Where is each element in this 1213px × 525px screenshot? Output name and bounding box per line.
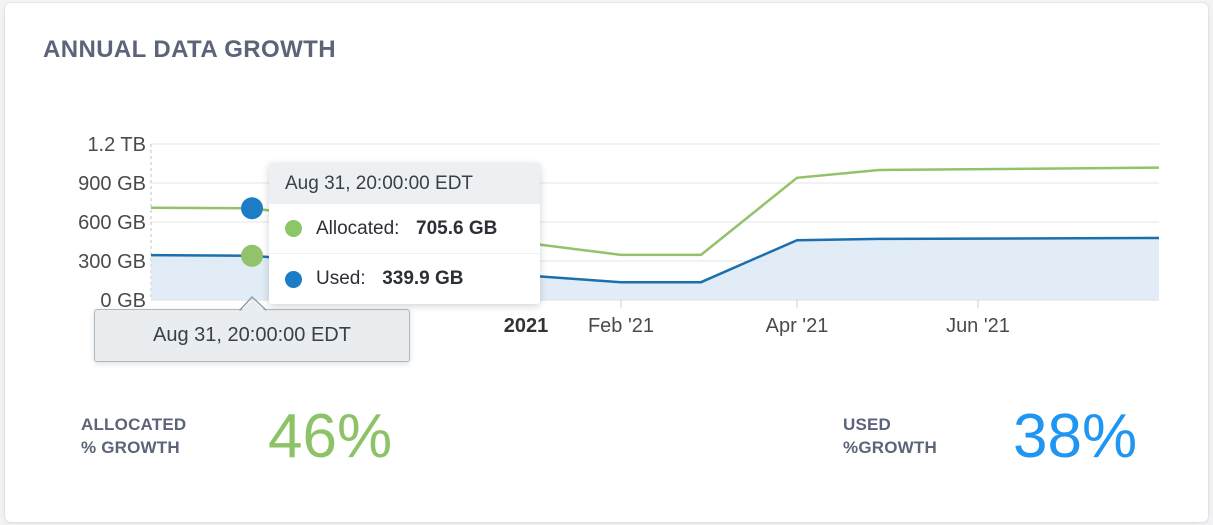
svg-text:300 GB: 300 GB <box>78 251 146 273</box>
svg-text:600 GB: 600 GB <box>78 212 146 234</box>
svg-text:1.2 TB: 1.2 TB <box>87 134 146 156</box>
svg-text:Feb '21: Feb '21 <box>588 315 654 337</box>
svg-text:2021: 2021 <box>504 315 549 337</box>
svg-text:Apr '21: Apr '21 <box>766 315 829 337</box>
svg-text:Jun '21: Jun '21 <box>946 315 1010 337</box>
svg-text:900 GB: 900 GB <box>78 173 146 195</box>
